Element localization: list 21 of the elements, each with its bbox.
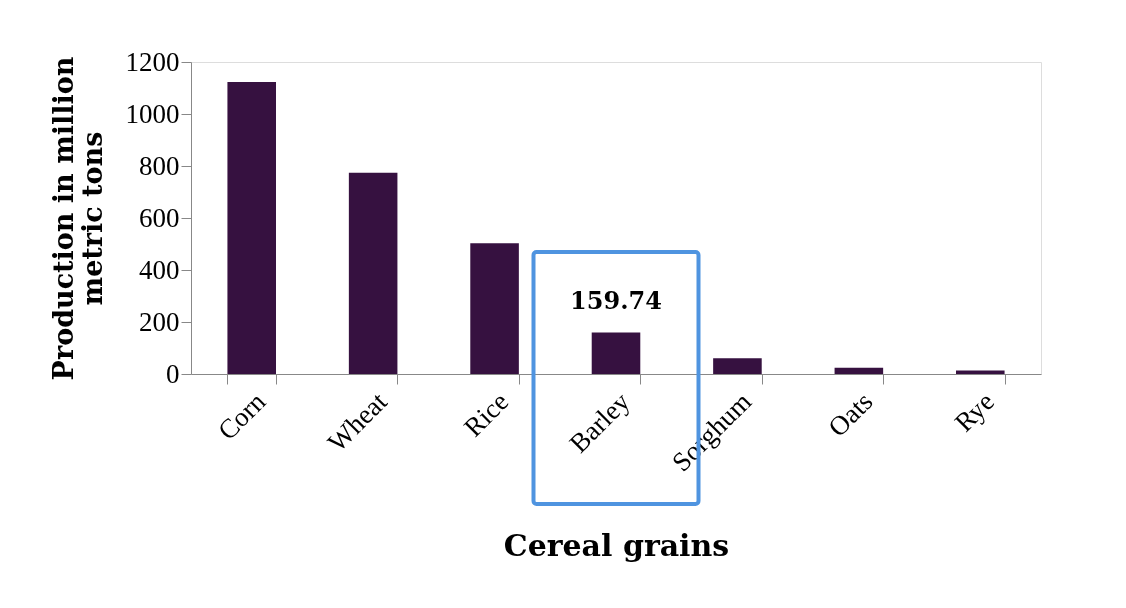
bar — [713, 358, 762, 374]
x-tick-label: Oats — [822, 386, 879, 443]
bar — [834, 367, 884, 374]
bar — [227, 82, 276, 374]
x-tick-label: Rye — [948, 386, 1000, 438]
y-tick-label: 0 — [166, 358, 180, 389]
x-tick-label: Corn — [211, 386, 272, 446]
bar — [591, 332, 641, 374]
y-axis-title: Production in million metric tons — [47, 56, 108, 381]
y-tick-label: 800 — [139, 150, 180, 181]
bar — [470, 243, 519, 374]
y-tick-label: 400 — [139, 254, 180, 285]
data-label: 159.74 — [570, 286, 662, 316]
y-tick-label: 200 — [139, 306, 180, 337]
y-tick-label: 600 — [139, 202, 180, 233]
y-tick-label: 1000 — [125, 98, 180, 129]
x-tick-label: Rice — [457, 386, 515, 443]
y-tick-label: 1200 — [125, 46, 180, 77]
bar — [348, 172, 398, 374]
bar — [956, 370, 1005, 374]
x-axis-title: Cereal grains — [503, 527, 730, 563]
